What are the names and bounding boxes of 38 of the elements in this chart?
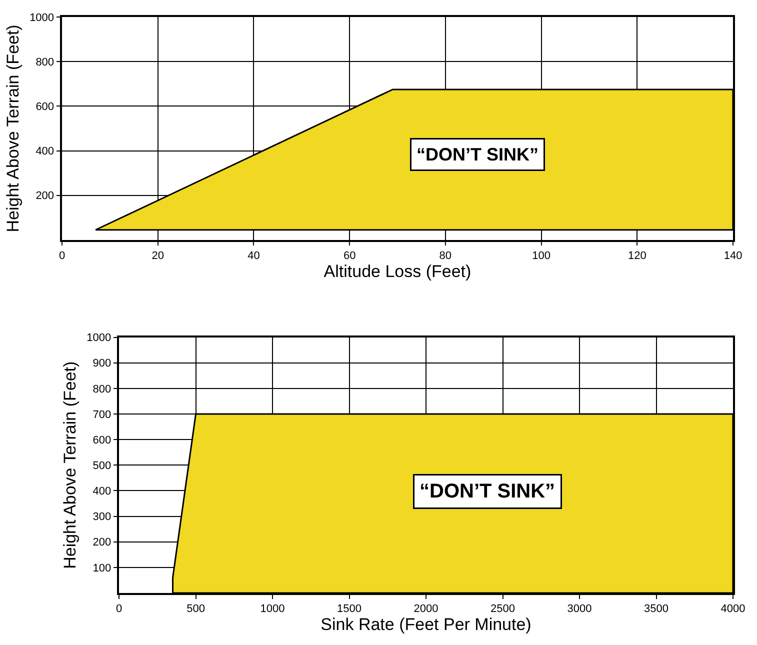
y-tick-label: 800 <box>92 383 112 396</box>
y-tick-label: 800 <box>36 56 54 68</box>
x-tick-label: 3500 <box>644 602 668 615</box>
x-axis-title: Sink Rate (Feet Per Minute) <box>320 614 532 634</box>
x-tick-label: 2000 <box>414 602 438 615</box>
y-axis-title: Height Above Terrain (Feet) <box>60 361 80 569</box>
x-tick-label: 80 <box>439 250 452 262</box>
x-tick-label: 0 <box>116 602 122 615</box>
x-tick-label: 40 <box>248 250 260 262</box>
x-tick-label: 2500 <box>490 602 516 615</box>
x-tick-label: 1000 <box>260 602 285 615</box>
annotation: “DON’T SINK” <box>420 480 556 502</box>
x-tick-label: 120 <box>628 250 646 262</box>
y-tick-label: 300 <box>92 511 112 524</box>
x-tick-label: 500 <box>186 602 205 615</box>
x-axis-title: Altitude Loss (Feet) <box>324 262 472 281</box>
x-tick-label: 4000 <box>720 602 746 615</box>
y-tick-label: 600 <box>36 101 54 114</box>
x-tick-label: 0 <box>58 250 66 262</box>
y-tick-label: 200 <box>36 190 54 202</box>
y-tick-label: 500 <box>92 460 112 472</box>
y-tick-label: 100 <box>92 562 112 574</box>
x-tick-label: 140 <box>724 250 742 262</box>
x-tick-label: 60 <box>343 250 356 262</box>
annotation: “DON’T SINK” <box>416 144 539 164</box>
y-tick-label: 600 <box>92 434 112 446</box>
y-tick-label: 200 <box>92 536 112 549</box>
x-tick-label: 20 <box>152 250 164 262</box>
y-tick-label: 700 <box>92 408 112 421</box>
x-tick-label: 1500 <box>337 602 362 615</box>
x-tick-label: 100 <box>532 250 550 262</box>
y-axis-title: Height Above Terrain (Feet) <box>4 24 23 232</box>
x-tick-label: 3000 <box>567 602 592 615</box>
y-tick-label: 900 <box>92 358 112 370</box>
y-tick-label: 1000 <box>30 12 54 24</box>
y-tick-label: 400 <box>92 486 112 498</box>
y-tick-label: 400 <box>36 146 54 158</box>
y-tick-label: 1000 <box>86 332 112 344</box>
